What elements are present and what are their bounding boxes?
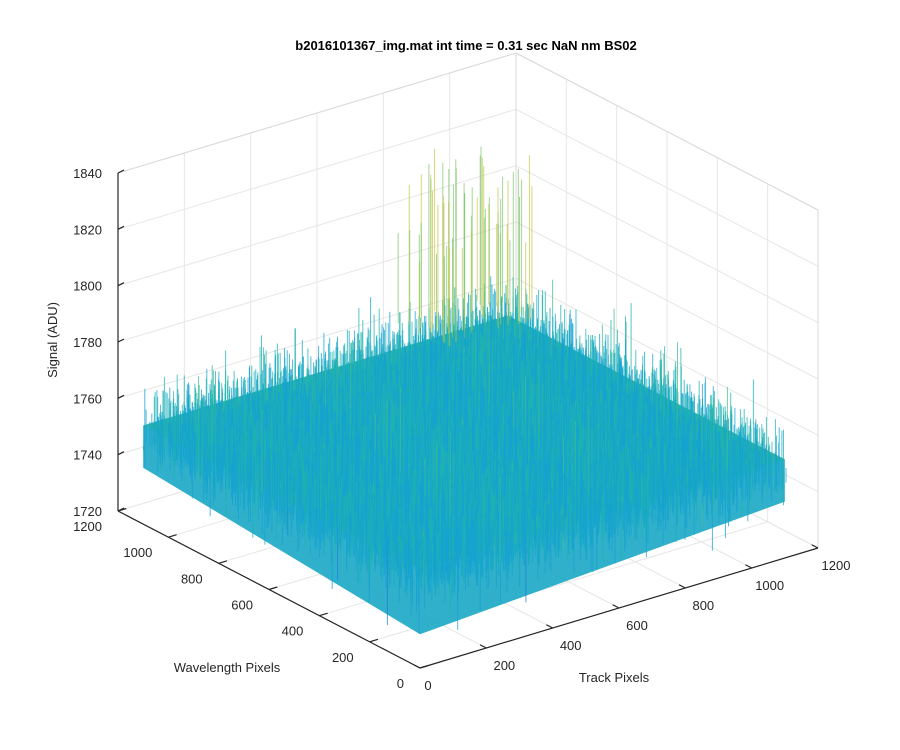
box-edge	[515, 52, 819, 211]
chart-title: b2016101367_img.mat int time = 0.31 sec …	[295, 38, 636, 53]
grid-line	[117, 108, 517, 230]
grid-line	[515, 165, 819, 324]
surface-plot	[143, 146, 787, 635]
grid-line	[515, 221, 819, 380]
grid-line	[117, 221, 517, 343]
grid-line	[117, 165, 517, 287]
box-edge	[117, 52, 517, 174]
grid-line	[515, 108, 819, 267]
grid-line	[515, 277, 819, 436]
